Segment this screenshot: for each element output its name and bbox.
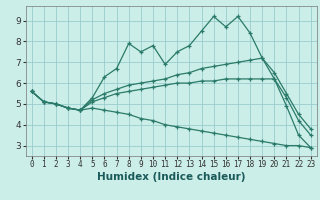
X-axis label: Humidex (Indice chaleur): Humidex (Indice chaleur) [97, 172, 245, 182]
